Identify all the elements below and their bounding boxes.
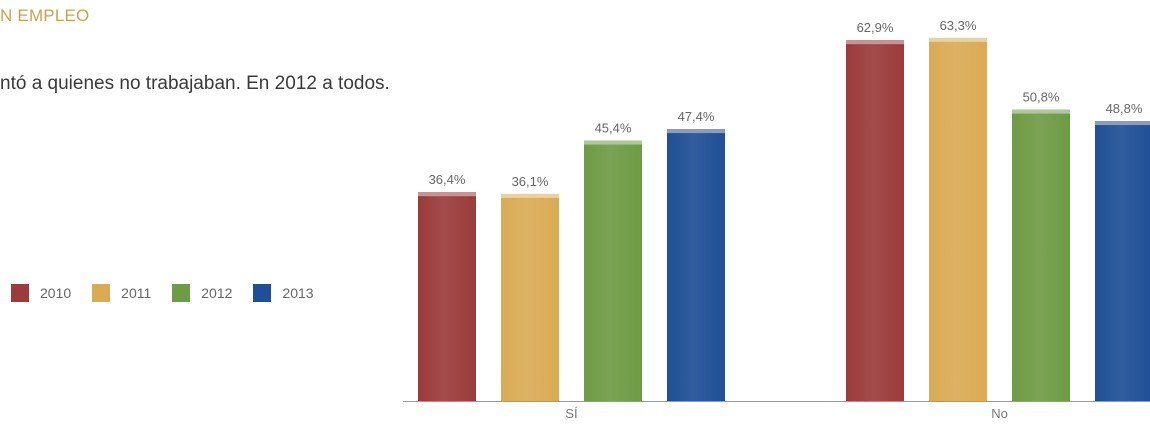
bar-s-2013 bbox=[667, 129, 725, 401]
bar-no-2012 bbox=[1012, 109, 1070, 402]
bar-cap-no-2011 bbox=[929, 37, 987, 42]
legend-label-2011: 2011 bbox=[121, 285, 152, 301]
bar-s-2012 bbox=[584, 140, 642, 401]
legend-item-2011: 2011 bbox=[92, 284, 151, 302]
data-label-s-2012: 45,4% bbox=[595, 121, 632, 136]
bar-cap-no-2010 bbox=[846, 40, 904, 45]
bar-cap-s-2011 bbox=[501, 193, 559, 198]
data-label-no-2010: 62,9% bbox=[857, 20, 894, 35]
bar-cap-no-2012 bbox=[1012, 109, 1070, 114]
legend-item-2012: 2012 bbox=[172, 284, 232, 302]
legend-label-2012: 2012 bbox=[201, 285, 233, 301]
bar-no-2013 bbox=[1095, 121, 1150, 401]
data-label-s-2010: 36,4% bbox=[429, 172, 466, 187]
legend-item-2013: 2013 bbox=[253, 284, 314, 302]
legend-label-2010: 2010 bbox=[40, 285, 72, 301]
bar-s-2011 bbox=[501, 193, 559, 401]
data-label-s-2013: 47,4% bbox=[678, 109, 715, 124]
legend-swatch-2010 bbox=[11, 284, 29, 302]
data-label-no-2013: 48,8% bbox=[1106, 101, 1143, 116]
bar-cap-s-2013 bbox=[667, 129, 725, 134]
legend-item-2010: 2010 bbox=[11, 284, 71, 302]
data-label-no-2012: 50,8% bbox=[1023, 90, 1060, 105]
data-label-s-2011: 36,1% bbox=[512, 174, 549, 189]
legend-label-2013: 2013 bbox=[282, 285, 314, 301]
bar-s-2010 bbox=[418, 192, 476, 401]
chart-description: ntó a quienes no trabajaban. En 2012 a t… bbox=[0, 73, 390, 94]
bar-no-2010 bbox=[846, 40, 904, 402]
bar-cap-s-2012 bbox=[584, 140, 642, 145]
category-label-1: No bbox=[991, 406, 1008, 421]
legend-swatch-2012 bbox=[172, 284, 191, 302]
bar-no-2011 bbox=[929, 37, 987, 401]
legend-swatch-2013 bbox=[253, 284, 272, 302]
section-heading: N EMPLEO bbox=[0, 6, 90, 25]
legend-swatch-2011 bbox=[92, 284, 111, 302]
bar-cap-s-2010 bbox=[418, 192, 476, 197]
chart-legend: 2010 2011 2012 2013 bbox=[11, 284, 335, 302]
bar-cap-no-2013 bbox=[1095, 121, 1150, 126]
category-label-0: SÍ bbox=[565, 406, 578, 421]
data-label-no-2011: 63,3% bbox=[940, 18, 977, 33]
